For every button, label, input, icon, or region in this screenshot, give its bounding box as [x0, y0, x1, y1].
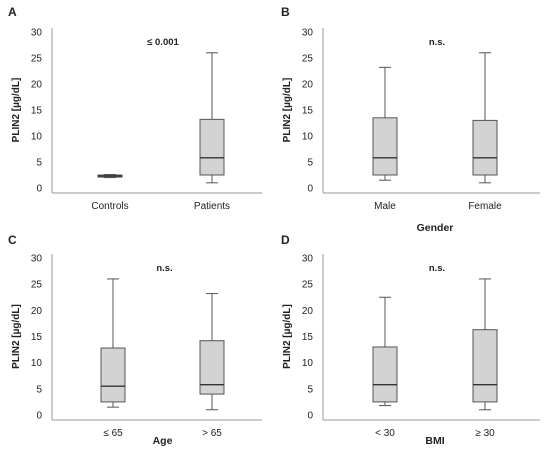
box-1: Controls — [91, 173, 129, 212]
y-tick-label: 25 — [31, 280, 43, 291]
category-label: Female — [468, 201, 502, 212]
y-tick-label: 10 — [31, 132, 43, 143]
y-tick-label: 0 — [307, 184, 313, 195]
category-label: Controls — [91, 201, 128, 212]
y-tick-label: 0 — [307, 411, 313, 422]
panel-c: C PLIN2 [µg/dL] 0 5 10 15 20 25 30 n.s. ≤ 65 > 65 Ag… — [8, 233, 262, 447]
y-tick-label: 0 — [36, 184, 42, 195]
y-tick-label: 30 — [302, 254, 314, 265]
y-tick-label: 30 — [31, 28, 43, 39]
category-label: ≤ 65 — [103, 428, 123, 439]
iqr-box — [372, 346, 398, 403]
category-label: ≥ 30 — [475, 428, 495, 439]
box-2: > 65 — [199, 293, 225, 439]
panel-d: D PLIN2 [µg/dL] 0 5 10 15 20 25 30 n.s. < 30 ≥ 30 BM… — [281, 233, 540, 447]
panel-a: A PLIN2 [µg/dL] 0 5 10 15 20 25 30 ≤ 0.001 Control… — [8, 5, 262, 212]
y-tick-label: 20 — [302, 306, 314, 317]
y-tick-label: 15 — [31, 332, 43, 343]
category-label: Male — [374, 201, 396, 212]
panel-label: D — [281, 233, 290, 247]
y-tick-label: 5 — [307, 384, 313, 395]
y-axis-title: PLIN2 [µg/dL] — [282, 304, 293, 369]
y-tick-label: 5 — [36, 158, 42, 169]
y-tick-label: 0 — [36, 411, 42, 422]
category-label: > 65 — [202, 428, 222, 439]
category-label: < 30 — [375, 428, 395, 439]
y-tick-label: 15 — [31, 106, 43, 117]
iqr-box — [472, 329, 498, 403]
y-tick-label: 10 — [302, 132, 314, 143]
box-1: Male — [372, 66, 398, 212]
y-axis-title: PLIN2 [µg/dL] — [11, 304, 22, 369]
panel-label: C — [8, 233, 17, 247]
y-tick-label: 10 — [31, 358, 43, 369]
panel-label: B — [281, 5, 290, 19]
y-tick-label: 15 — [302, 332, 314, 343]
iqr-box — [199, 118, 225, 176]
y-tick-label: 30 — [302, 28, 314, 39]
panel-b: B PLIN2 [µg/dL] 0 5 10 15 20 25 30 n.s. Male Female… — [281, 5, 540, 234]
y-tick-label: 30 — [31, 254, 43, 265]
box-1: < 30 — [372, 296, 398, 439]
y-tick-label: 5 — [36, 384, 42, 395]
significance-annotation: n.s. — [156, 263, 172, 274]
y-tick-label: 20 — [31, 306, 43, 317]
iqr-box — [472, 119, 498, 176]
panel-label: A — [8, 5, 17, 19]
iqr-box — [372, 117, 398, 176]
x-axis-title: Age — [153, 435, 173, 447]
significance-annotation: n.s. — [429, 263, 445, 274]
y-tick-label: 15 — [302, 106, 314, 117]
iqr-box — [100, 347, 126, 403]
y-axis-title: PLIN2 [µg/dL] — [282, 78, 293, 143]
y-tick-label: 5 — [307, 158, 313, 169]
box-2: ≥ 30 — [472, 278, 498, 439]
y-tick-label: 10 — [302, 358, 314, 369]
x-axis-title: Gender — [417, 222, 454, 234]
category-label: Patients — [194, 201, 230, 212]
y-tick-label: 25 — [302, 54, 314, 65]
box-2: Female — [468, 52, 502, 212]
significance-annotation: ≤ 0.001 — [147, 37, 179, 48]
box-1: ≤ 65 — [100, 278, 126, 439]
significance-annotation: n.s. — [429, 37, 445, 48]
x-axis-title: BMI — [425, 435, 444, 447]
y-tick-label: 20 — [31, 80, 43, 91]
y-tick-label: 25 — [31, 54, 43, 65]
y-axis-title: PLIN2 [µg/dL] — [11, 78, 22, 143]
box-2: Patients — [194, 52, 230, 212]
iqr-box — [199, 340, 225, 395]
y-tick-label: 25 — [302, 280, 314, 291]
y-tick-label: 20 — [302, 80, 314, 91]
